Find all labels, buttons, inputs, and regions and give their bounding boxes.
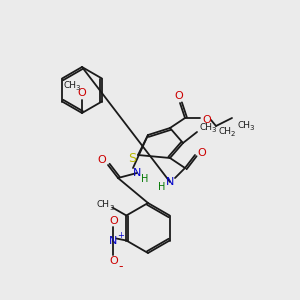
Text: N: N xyxy=(109,236,118,245)
Text: O: O xyxy=(202,115,211,125)
Text: 3: 3 xyxy=(76,85,80,91)
Text: 3: 3 xyxy=(109,205,114,211)
Text: -: - xyxy=(118,260,123,273)
Text: N: N xyxy=(166,177,174,187)
Text: CH: CH xyxy=(64,82,76,91)
Text: +: + xyxy=(117,231,124,240)
Text: 3: 3 xyxy=(212,127,216,133)
Text: O: O xyxy=(109,215,118,226)
Text: CH: CH xyxy=(200,122,212,131)
Text: H: H xyxy=(141,174,149,184)
Text: S: S xyxy=(128,152,136,166)
Text: O: O xyxy=(98,155,106,165)
Text: N: N xyxy=(133,168,141,178)
Text: O: O xyxy=(78,88,86,98)
Text: 2: 2 xyxy=(231,131,235,137)
Text: H: H xyxy=(158,182,166,192)
Text: CH: CH xyxy=(238,121,250,130)
Text: CH: CH xyxy=(218,127,232,136)
Text: CH: CH xyxy=(97,200,110,209)
Text: O: O xyxy=(175,91,183,101)
Text: O: O xyxy=(198,148,206,158)
Text: O: O xyxy=(109,256,118,266)
Text: 3: 3 xyxy=(250,125,254,131)
